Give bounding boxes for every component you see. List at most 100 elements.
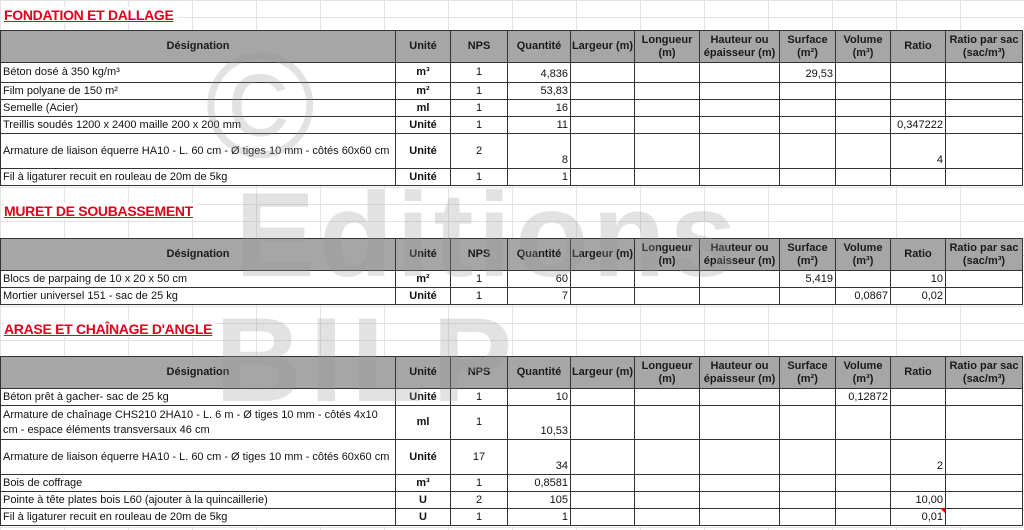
cell[interactable]: Film polyane de 150 m² xyxy=(0,82,396,100)
cell[interactable] xyxy=(779,474,836,492)
cell[interactable]: 0,02 xyxy=(890,287,946,305)
cell[interactable]: 2 xyxy=(450,133,508,169)
cell[interactable]: 10,00 xyxy=(890,491,946,509)
cell[interactable] xyxy=(779,287,836,305)
cell[interactable] xyxy=(945,82,1023,100)
cell[interactable] xyxy=(570,287,635,305)
cell[interactable]: U xyxy=(395,491,451,509)
cell[interactable]: 8 xyxy=(507,133,571,169)
cell[interactable]: ml xyxy=(395,405,451,440)
cell[interactable] xyxy=(945,405,1023,440)
cell[interactable]: 2 xyxy=(450,491,508,509)
cell[interactable] xyxy=(699,439,780,475)
cell[interactable] xyxy=(835,116,891,134)
cell[interactable]: 1 xyxy=(450,99,508,117)
cell[interactable]: m² xyxy=(395,270,451,288)
cell[interactable] xyxy=(945,508,1023,526)
cell[interactable] xyxy=(779,405,836,440)
cell[interactable]: Pointe à tête plates bois L60 (ajouter à… xyxy=(0,491,396,509)
cell[interactable]: U xyxy=(395,508,451,526)
cell[interactable] xyxy=(634,62,700,83)
cell[interactable] xyxy=(634,474,700,492)
cell[interactable] xyxy=(634,82,700,100)
cell[interactable] xyxy=(835,168,891,186)
cell[interactable] xyxy=(634,99,700,117)
cell[interactable] xyxy=(945,474,1023,492)
cell[interactable]: Unité xyxy=(395,168,451,186)
cell[interactable] xyxy=(699,287,780,305)
cell[interactable] xyxy=(835,508,891,526)
cell[interactable]: 10,53 xyxy=(507,405,571,440)
cell[interactable]: 60 xyxy=(507,270,571,288)
cell[interactable]: 5,419 xyxy=(779,270,836,288)
cell[interactable] xyxy=(945,388,1023,406)
cell[interactable] xyxy=(835,474,891,492)
cell[interactable]: 1 xyxy=(507,168,571,186)
cell[interactable]: 1 xyxy=(450,474,508,492)
cell[interactable] xyxy=(570,405,635,440)
cell[interactable]: 7 xyxy=(507,287,571,305)
cell[interactable] xyxy=(779,491,836,509)
cell[interactable]: m³ xyxy=(395,62,451,83)
cell[interactable]: 16 xyxy=(507,99,571,117)
cell[interactable]: 10 xyxy=(507,388,571,406)
cell[interactable] xyxy=(945,62,1023,83)
cell[interactable] xyxy=(570,168,635,186)
cell[interactable]: Béton dosé à 350 kg/m³ xyxy=(0,62,396,83)
cell[interactable]: Fil à ligaturer recuit en rouleau de 20m… xyxy=(0,508,396,526)
cell[interactable] xyxy=(835,82,891,100)
cell[interactable] xyxy=(699,270,780,288)
cell[interactable] xyxy=(634,270,700,288)
cell[interactable]: Unité xyxy=(395,133,451,169)
cell[interactable]: Unité xyxy=(395,287,451,305)
cell[interactable] xyxy=(835,99,891,117)
cell[interactable]: Armature de chaînage CHS210 2HA10 - L. 6… xyxy=(0,405,396,440)
cell[interactable] xyxy=(570,62,635,83)
cell[interactable] xyxy=(570,116,635,134)
cell[interactable]: 1 xyxy=(450,168,508,186)
cell[interactable] xyxy=(699,82,780,100)
cell[interactable] xyxy=(890,82,946,100)
cell[interactable]: 0,01 xyxy=(890,508,946,526)
cell[interactable]: 1 xyxy=(450,82,508,100)
comment-indicator-icon[interactable] xyxy=(940,508,945,513)
cell[interactable]: Bois de coffrage xyxy=(0,474,396,492)
cell[interactable]: 1 xyxy=(450,405,508,440)
cell[interactable]: Fil à ligaturer recuit en rouleau de 20m… xyxy=(0,168,396,186)
cell[interactable]: 1 xyxy=(450,62,508,83)
cell[interactable]: Unité xyxy=(395,388,451,406)
cell[interactable]: 53,83 xyxy=(507,82,571,100)
cell[interactable] xyxy=(835,133,891,169)
cell[interactable] xyxy=(570,508,635,526)
cell[interactable]: 11 xyxy=(507,116,571,134)
cell[interactable] xyxy=(699,474,780,492)
cell[interactable] xyxy=(779,116,836,134)
cell[interactable] xyxy=(945,287,1023,305)
cell[interactable] xyxy=(634,133,700,169)
cell[interactable]: Blocs de parpaing de 10 x 20 x 50 cm xyxy=(0,270,396,288)
cell[interactable] xyxy=(835,270,891,288)
cell[interactable]: Armature de liaison équerre HA10 - L. 60… xyxy=(0,133,396,169)
cell[interactable]: Armature de liaison équerre HA10 - L. 60… xyxy=(0,439,396,475)
cell[interactable] xyxy=(945,491,1023,509)
cell[interactable] xyxy=(634,439,700,475)
cell[interactable]: Unité xyxy=(395,439,451,475)
cell[interactable] xyxy=(835,405,891,440)
cell[interactable] xyxy=(890,388,946,406)
cell[interactable] xyxy=(570,439,635,475)
cell[interactable] xyxy=(699,99,780,117)
cell[interactable] xyxy=(570,474,635,492)
cell[interactable] xyxy=(634,168,700,186)
cell[interactable]: 105 xyxy=(507,491,571,509)
cell[interactable] xyxy=(570,491,635,509)
cell[interactable]: 0,347222 xyxy=(890,116,946,134)
cell[interactable] xyxy=(634,491,700,509)
cell[interactable] xyxy=(699,508,780,526)
cell[interactable]: m² xyxy=(395,82,451,100)
cell[interactable]: 0,12872 xyxy=(835,388,891,406)
cell[interactable] xyxy=(634,405,700,440)
cell[interactable] xyxy=(945,133,1023,169)
cell[interactable] xyxy=(945,99,1023,117)
cell[interactable] xyxy=(634,508,700,526)
cell[interactable] xyxy=(699,388,780,406)
